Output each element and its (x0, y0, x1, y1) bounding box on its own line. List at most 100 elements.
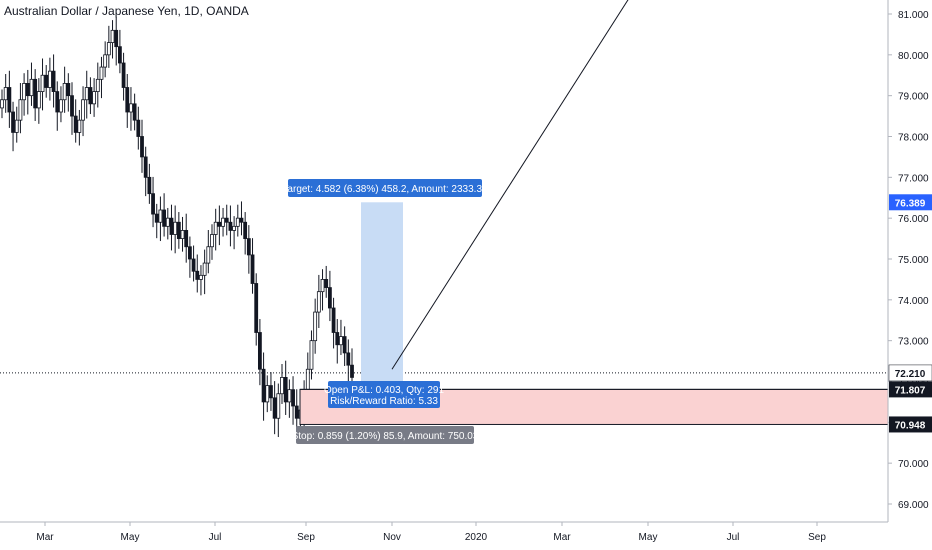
trend-line[interactable] (391, 0, 632, 370)
candle-body (140, 136, 144, 158)
candle-body (158, 209, 163, 223)
candle-body (44, 74, 49, 88)
pnl-label: Open P&L: 0.403, Qty: 291 (324, 385, 445, 396)
pnl-badge-bg (328, 381, 440, 408)
risk-reward-label: Risk/Reward Ratio: 5.33 (330, 396, 438, 407)
price-tick-label: 76.000 (898, 214, 929, 225)
candle-body (77, 119, 82, 133)
candle-body (350, 364, 354, 378)
candle-body (320, 279, 325, 293)
candle-body (254, 283, 259, 333)
candle-body (283, 377, 288, 403)
price-tick-label: 70.000 (898, 459, 929, 470)
candle-body (265, 385, 270, 403)
time-tick-label: May (121, 532, 140, 543)
price-tick-label: 73.000 (898, 337, 929, 348)
time-tick-label: Jul (727, 532, 740, 543)
price-tag-label: 71.807 (895, 385, 926, 396)
candle-body (250, 254, 255, 284)
candle-body (151, 193, 155, 215)
candle-body (335, 332, 340, 346)
candle-body (7, 87, 12, 113)
candle-body (92, 91, 97, 105)
candle-body (331, 307, 336, 333)
candle-body (95, 78, 100, 92)
candle-body (84, 87, 89, 101)
price-tag-bg (889, 381, 932, 398)
candle-body (3, 87, 8, 101)
candle-body (199, 274, 203, 280)
candle-body (66, 83, 71, 97)
price-tick-label: 80.000 (898, 51, 929, 62)
candle-body (261, 368, 266, 403)
price-tick-label: 79.000 (898, 92, 929, 103)
candle-body (213, 221, 218, 235)
candle-body (272, 397, 277, 419)
time-axis-ticks: Mar May Jul Sep Nov 2020 Mar May Jul Sep (36, 522, 826, 543)
target-badge[interactable]: Target: 4.582 (6.38%) 458.2, Amount: 233… (282, 179, 488, 197)
stop-badge[interactable]: Stop: 0.859 (1.20%) 85.9, Amount: 750.03 (292, 426, 479, 444)
time-tick-label: Mar (553, 532, 571, 543)
price-tag-bg (889, 416, 932, 433)
candle-body (313, 311, 318, 342)
candle-body (346, 352, 351, 366)
candle-body (202, 262, 207, 276)
candle-body (324, 279, 329, 288)
target-badge-bg (288, 179, 482, 197)
candle-body (191, 258, 196, 272)
target-zone[interactable] (361, 202, 403, 390)
candle-body (55, 91, 60, 113)
time-tick-label: Sep (808, 532, 826, 543)
candle-body (206, 246, 211, 264)
candle-body (173, 221, 178, 235)
candle-body (162, 209, 167, 227)
candle-body (280, 377, 284, 395)
candle-body (339, 336, 343, 346)
stop-badge-bg (296, 426, 474, 444)
time-tick-label: Nov (383, 532, 401, 543)
price-tick-label: 78.000 (898, 133, 929, 144)
candle-body (0, 99, 4, 109)
candle-body (114, 29, 119, 48)
candle-body (125, 87, 130, 113)
price-tick-label: 69.000 (898, 500, 929, 511)
time-tick-label: Jul (209, 532, 222, 543)
candle-body (228, 221, 233, 231)
price-tick-label: 74.000 (898, 296, 929, 307)
candle-body (269, 385, 273, 399)
candle-body (316, 291, 321, 313)
candle-body (14, 119, 19, 133)
price-tag-label: 76.389 (895, 198, 926, 209)
pnl-badge[interactable]: Open P&L: 0.403, Qty: 291 Risk/Reward Ra… (324, 381, 445, 408)
candle-body (70, 95, 74, 117)
price-tick-label: 75.000 (898, 255, 929, 266)
candle-body (147, 176, 152, 195)
time-tick-label: Mar (36, 532, 54, 543)
candle-body (129, 103, 133, 113)
candle-body (40, 74, 45, 92)
candle-body (257, 332, 262, 370)
candle-body (176, 221, 181, 239)
candle-body (276, 393, 281, 419)
time-tick-label: Sep (297, 532, 315, 543)
candle-body (210, 234, 214, 248)
price-tags: 76.389 72.210 71.807 70.948 (888, 194, 932, 433)
candle-body (18, 99, 23, 121)
price-tag-label: 70.948 (895, 420, 926, 431)
candle-body (195, 270, 200, 280)
candle-body (33, 78, 38, 109)
candle-body (239, 217, 244, 223)
time-tick-label: 2020 (465, 532, 488, 543)
price-axis[interactable] (888, 0, 932, 522)
candle-body (224, 217, 229, 223)
candle-body (169, 217, 174, 235)
candle-body (309, 340, 314, 370)
candle-body (25, 83, 30, 97)
candle-body (246, 238, 251, 256)
candle-body (22, 83, 27, 101)
candlestick-series (0, 16, 354, 438)
candle-body (291, 389, 295, 407)
candle-body (117, 46, 122, 64)
candle-body (73, 115, 78, 133)
